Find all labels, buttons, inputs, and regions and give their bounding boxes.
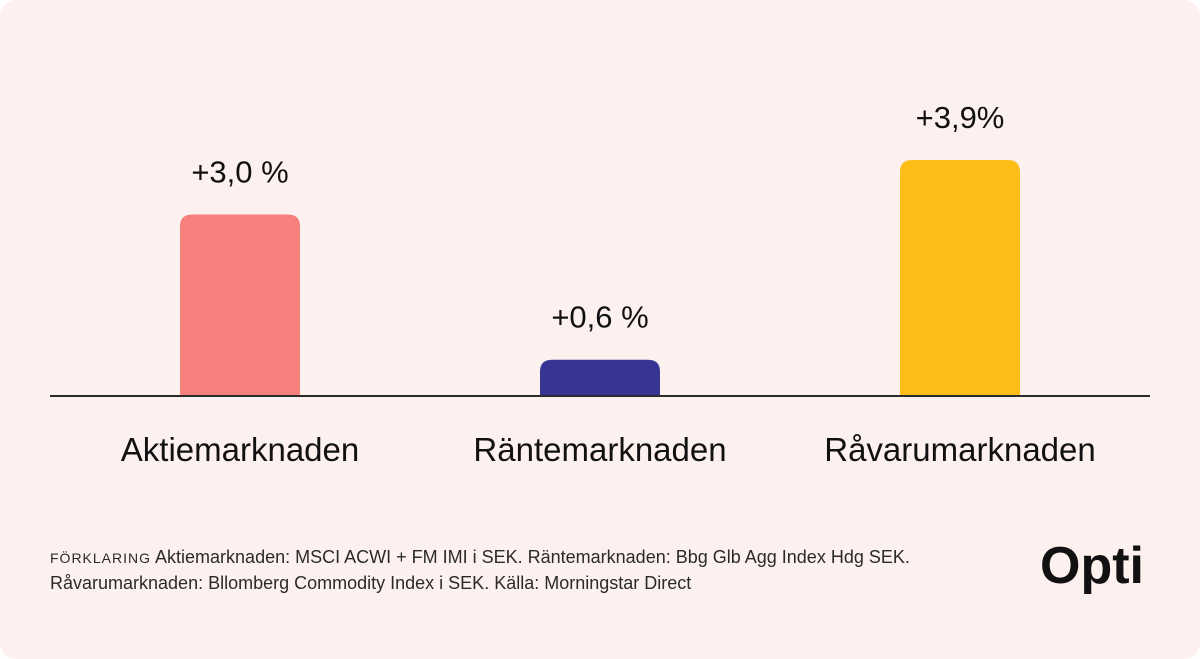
value-label-1: +3,0 %: [191, 155, 288, 190]
footnote-line-1: Aktiemarknaden: MSCI ACWI + FM IMI i SEK…: [155, 547, 910, 567]
value-label-2: +0,6 %: [551, 300, 648, 335]
category-label-2: Räntemarknaden: [473, 431, 726, 468]
footnote-line-2: Råvarumarknaden: Bllomberg Commodity Ind…: [50, 573, 692, 593]
bar-3: [900, 160, 1020, 396]
opti-logo: Opti: [1040, 537, 1144, 595]
bar-chart: +3,0 % Aktiemarknaden +0,6 % Räntemarknaden…: [50, 100, 1150, 468]
value-label-3: +3,9%: [916, 100, 1005, 135]
footnote: FÖRKLARING Aktiemarknaden: MSCI ACWI + F…: [50, 545, 1010, 596]
footnote-prefix: FÖRKLARING: [50, 550, 152, 566]
category-label-1: Aktiemarknaden: [121, 431, 359, 468]
category-label-3: Råvarumarknaden: [824, 431, 1095, 468]
bar-2: [540, 359, 660, 396]
bar-1: [180, 214, 300, 396]
